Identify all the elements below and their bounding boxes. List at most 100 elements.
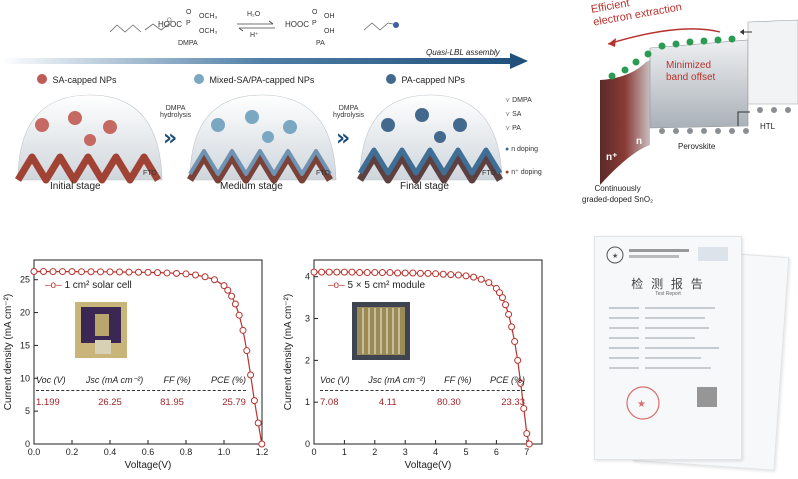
chart-1-head-pce: PCE (%) — [210, 375, 246, 385]
x-tick-label: 1.0 — [218, 447, 231, 457]
hole-arrow — [737, 111, 750, 126]
data-point — [511, 338, 519, 346]
data-point — [371, 269, 379, 277]
cert-title: 检 测 报 告 — [631, 277, 705, 291]
cert-subtitle: Test Report — [655, 291, 681, 297]
data-point — [394, 269, 402, 277]
equilibrium-arrow — [237, 20, 275, 32]
data-point — [318, 268, 326, 276]
jv-curve — [314, 271, 530, 445]
holes — [659, 107, 791, 134]
jv-chart-2: 0 1 2 3 4 5 6 7 0 1 2 3 4 Voltage(V) Current density (… — [280, 222, 550, 474]
sno2-band — [600, 60, 650, 185]
y-axis-title: Current density (mA cm⁻²) — [283, 294, 294, 410]
y-tick-label: 2 — [305, 355, 310, 365]
ligand-sa-icon: ⋎ — [505, 111, 513, 118]
data-point — [243, 347, 251, 355]
data-point — [106, 268, 114, 276]
legend-sa: SA — [512, 111, 522, 118]
y-tick-label: 0 — [25, 439, 30, 449]
y-tick-label: 10 — [20, 373, 30, 383]
np-label-pa: PA-capped NPs — [385, 70, 465, 88]
data-point — [192, 271, 199, 279]
data-point — [258, 440, 266, 448]
htl-label: HTL — [760, 122, 776, 131]
data-point — [247, 371, 255, 379]
x-tick-label: 4 — [433, 447, 438, 457]
chem-oh2: OH — [324, 28, 335, 35]
stage-label-initial: Initial stage — [50, 181, 101, 192]
x-tick-label: 2 — [372, 447, 377, 457]
data-point — [40, 268, 47, 275]
data-point — [386, 269, 394, 277]
hydrolysis-label-1: DMPA hydrolysis — [160, 105, 192, 119]
data-point — [439, 270, 447, 278]
data-point — [502, 301, 510, 309]
jv-chart-1-svg: 0.0 0.2 0.4 0.6 0.8 1.0 1.2 0 5 10 15 20 25 Voltage(V… — [3, 259, 269, 471]
jv-curve — [34, 270, 263, 445]
chart-1-val-voc: 1.199 — [36, 397, 60, 408]
data-point — [409, 269, 417, 277]
perovskite-band — [649, 39, 749, 129]
legend-marker-icon: –o– — [45, 280, 62, 291]
y-axis-title: Current density (mA cm⁻²) — [3, 294, 14, 410]
data-point — [254, 419, 262, 427]
chem-och3-bottom: OCH₃ — [199, 28, 218, 35]
data-point — [125, 268, 133, 276]
band-diagram: Efficient electron extraction Minimized … — [570, 0, 798, 220]
chart-1-head-voc: Voc (V) — [36, 375, 66, 385]
fto-label-3: FTO — [482, 170, 496, 177]
chart-1-val-jsc: 26.25 — [98, 397, 122, 408]
chem-pa-label: PA — [316, 40, 325, 47]
data-point — [135, 268, 142, 276]
data-point — [163, 269, 171, 277]
data-point — [517, 379, 525, 387]
data-point — [348, 268, 356, 276]
offset-label: Minimized band offset — [666, 60, 716, 83]
data-point — [325, 268, 333, 276]
np-label-pa-text: PA-capped NPs — [401, 75, 465, 85]
svg-text:O: O — [167, 18, 172, 24]
chart-2-val-pce: 23.33 — [501, 397, 525, 408]
data-point — [250, 397, 258, 405]
data-point — [477, 275, 485, 283]
y-tick-label: 15 — [20, 340, 30, 350]
stage-2-substrate — [187, 153, 333, 184]
x-tick-label: 0.6 — [142, 447, 155, 457]
data-point — [201, 273, 209, 281]
x-tick-label: 0.8 — [180, 447, 193, 457]
x-tick-label: 3 — [403, 447, 408, 457]
data-point — [116, 268, 123, 276]
x-tick-label: 1 — [342, 447, 347, 457]
chevron-2-icon: » — [336, 126, 350, 151]
assembly-label: Quasi-LBL assembly — [426, 48, 500, 57]
phosphorus-2: P — [312, 20, 317, 27]
data-point — [211, 276, 218, 284]
electrons — [608, 35, 736, 80]
chart-1-head-ff: FF (%) — [163, 375, 191, 385]
data-point — [462, 272, 470, 280]
y-tick-label: 5 — [25, 406, 30, 416]
x-tick-label: 1.2 — [256, 447, 269, 457]
data-point — [508, 323, 516, 331]
data-point — [525, 440, 533, 448]
cert-header-logo: ★ — [606, 246, 728, 264]
chart-1-val-ff: 81.95 — [160, 397, 184, 408]
hydrolysis-label-2: DMPA hydrolysis — [333, 105, 365, 119]
legend-n-doping: n doping — [511, 146, 539, 153]
extraction-arrow — [607, 28, 721, 45]
x-tick-label: 6 — [494, 447, 499, 457]
chart-2-legend-text: 5 × 5 cm² module — [347, 280, 426, 291]
x-tick-label: 5 — [463, 447, 468, 457]
data-point — [505, 310, 513, 318]
data-point — [173, 269, 180, 277]
legend-marker-2-icon: –o– — [328, 280, 345, 291]
sa-np-icon — [37, 73, 47, 84]
phosphorus: P — [186, 20, 191, 27]
chart-1-legend-text: 1 cm² solar cell — [64, 280, 132, 291]
data-point — [182, 270, 190, 278]
cell-photo — [75, 302, 127, 358]
data-point — [454, 271, 462, 279]
jv-chart-2-svg: 0 1 2 3 4 5 6 7 0 1 2 3 4 Voltage(V) Current density (… — [283, 259, 543, 471]
data-point — [220, 282, 228, 290]
